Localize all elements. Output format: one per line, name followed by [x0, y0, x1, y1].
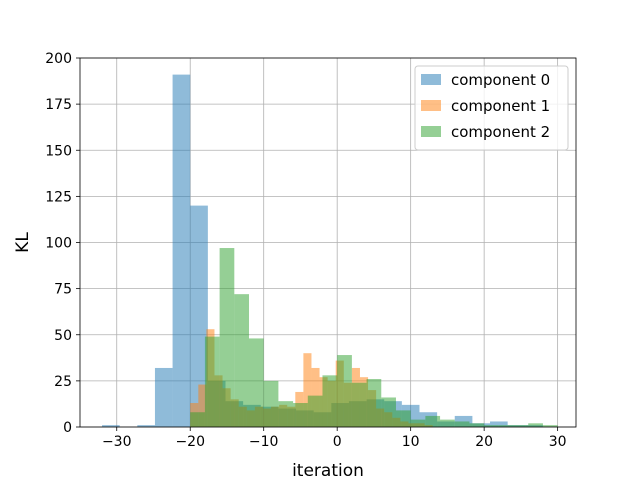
- x-tick-label: 10: [402, 434, 420, 450]
- histogram-bar-component-2: [234, 294, 250, 427]
- histogram-bar-component-2: [381, 397, 396, 427]
- y-axis-label: KL: [13, 232, 33, 253]
- histogram-bar-component-2: [190, 412, 205, 427]
- y-tick-label: 200: [45, 51, 72, 67]
- x-tick-label: −30: [102, 434, 132, 450]
- histogram-bar-component-2: [293, 403, 308, 427]
- histogram-bar-component-2: [484, 425, 499, 427]
- histogram-bar-component-1: [198, 384, 207, 427]
- histogram-bar-component-2: [351, 382, 367, 427]
- histogram-bar-component-0: [190, 205, 208, 427]
- histogram-bar-component-2: [454, 421, 470, 427]
- histogram-bar-component-2: [528, 423, 543, 427]
- x-tick-label: 30: [549, 434, 567, 450]
- y-tick-label: 25: [54, 374, 72, 390]
- legend-label: component 1: [451, 97, 550, 115]
- histogram-bar-component-0: [102, 425, 120, 427]
- histogram-bar-component-0: [490, 421, 508, 427]
- histogram-bar-component-2: [498, 425, 514, 427]
- x-tick-label: −20: [175, 434, 205, 450]
- histogram-bar-component-2: [513, 425, 529, 427]
- legend-swatch: [421, 126, 441, 137]
- x-axis-ticks: −30 −20 −10 0 10 20 30: [102, 427, 567, 450]
- y-tick-label: 100: [45, 236, 72, 252]
- histogram-bar-component-2: [219, 248, 235, 427]
- x-tick-label: 20: [475, 434, 493, 450]
- histogram-bar-component-2: [263, 380, 279, 427]
- histogram-bar-component-2: [307, 395, 323, 427]
- histogram-bar-component-2: [322, 375, 338, 427]
- histogram-bar-component-2: [440, 419, 455, 427]
- x-axis-label: iteration: [292, 461, 364, 480]
- legend-box: [414, 65, 569, 151]
- histogram-bar-component-2: [410, 419, 426, 427]
- histogram-bar-component-0: [172, 74, 191, 427]
- x-tick-label: 0: [333, 434, 342, 450]
- histogram-bar-component-0: [137, 425, 155, 427]
- legend-label: component 0: [451, 71, 550, 89]
- histogram-bar-component-2: [337, 355, 352, 427]
- histogram-bar-component-2: [278, 401, 294, 427]
- histogram-bar-component-0: [154, 367, 173, 427]
- histogram-bar-component-2: [542, 425, 558, 427]
- y-tick-label: 50: [54, 328, 72, 344]
- legend: component 0 component 1 component 2: [414, 65, 569, 151]
- legend-label: component 2: [451, 123, 550, 141]
- histogram-bar-component-2: [425, 415, 441, 427]
- y-axis-ticks: 0 25 50 75 100 125 150 175 200: [45, 51, 80, 436]
- y-tick-label: 125: [45, 189, 72, 205]
- y-tick-label: 0: [63, 420, 72, 436]
- histogram-bar-component-2: [249, 338, 264, 427]
- y-tick-label: 75: [54, 282, 72, 298]
- y-tick-label: 175: [45, 97, 72, 113]
- legend-swatch: [421, 74, 441, 85]
- y-tick-label: 150: [45, 143, 72, 159]
- histogram-bar-component-2: [204, 336, 220, 427]
- histogram-bar-component-1: [303, 353, 312, 427]
- legend-swatch: [421, 100, 441, 111]
- x-tick-label: −10: [249, 434, 279, 450]
- histogram-bar-component-2: [469, 423, 485, 427]
- histogram-bar-component-2: [395, 410, 411, 427]
- histogram-bars: [102, 74, 558, 427]
- histogram-bar-component-2: [366, 379, 382, 427]
